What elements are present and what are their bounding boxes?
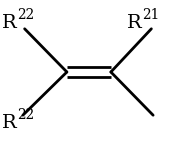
Text: R: R [2, 114, 17, 132]
Text: 22: 22 [17, 108, 34, 122]
Text: R: R [127, 14, 142, 32]
Text: 21: 21 [142, 8, 159, 22]
Text: R: R [2, 14, 17, 32]
Text: 22: 22 [17, 8, 34, 22]
